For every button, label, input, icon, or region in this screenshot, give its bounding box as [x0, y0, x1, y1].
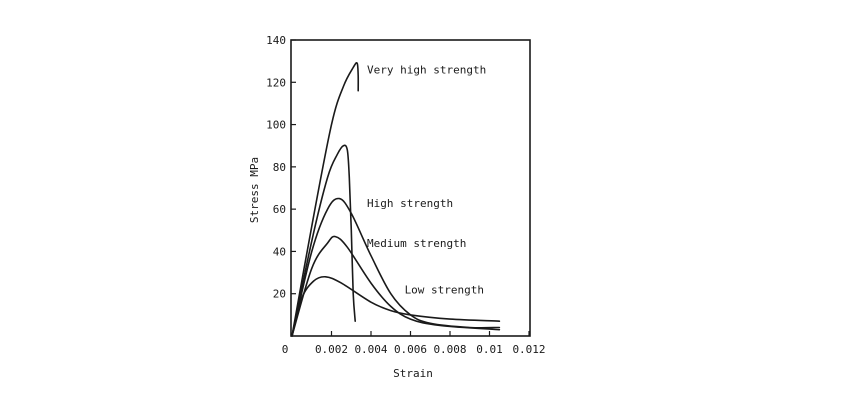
curve-medium-low-strength	[291, 235, 501, 337]
series-curves	[291, 61, 501, 337]
curve-high-strength	[291, 144, 356, 337]
y-tick-label: 80	[273, 161, 286, 174]
y-tick-label: 120	[266, 76, 286, 89]
x-tick-label: 0.008	[433, 343, 466, 356]
label-high-strength: High strength	[367, 197, 453, 210]
label-very-high-strength: Very high strength	[367, 64, 486, 77]
x-tick-label: 0.004	[354, 343, 387, 356]
curve-medium-strength	[291, 197, 501, 337]
x-axis-title: Strain	[393, 367, 433, 380]
x-axis-ticks: 0 0.002 0.004 0.006 0.008 0.01 0.012	[282, 331, 546, 356]
label-medium-strength: Medium strength	[367, 237, 466, 250]
y-tick-label: 20	[273, 288, 286, 301]
x-tick-label: 0.012	[512, 343, 545, 356]
y-tick-label: 140	[266, 34, 286, 47]
x-tick-label: 0.01	[476, 343, 503, 356]
x-tick-label: 0.006	[394, 343, 427, 356]
x-tick-label: 0	[282, 343, 289, 356]
curve-low-strength	[291, 275, 501, 337]
y-axis-title: Stress MPa	[248, 157, 261, 223]
y-tick-label: 40	[273, 245, 286, 258]
x-tick-label: 0.002	[315, 343, 348, 356]
curve-very-high-strength	[291, 61, 360, 337]
y-tick-label: 60	[273, 203, 286, 216]
y-tick-label: 100	[266, 119, 286, 132]
y-axis-ticks: 20 40 60 80 100 120 140	[266, 34, 296, 301]
label-low-strength: Low strength	[405, 283, 484, 296]
series-labels: Very high strength High strength Medium st…	[367, 64, 486, 297]
